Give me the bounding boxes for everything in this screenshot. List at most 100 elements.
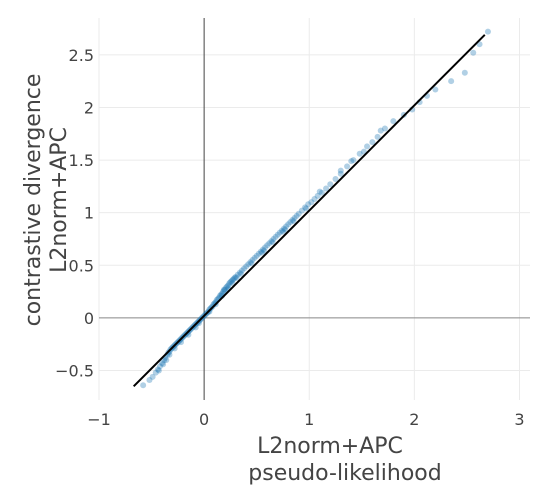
data-point [291,214,298,221]
data-point [432,86,439,93]
data-point [152,369,159,376]
data-point [232,273,239,280]
data-point [160,361,167,368]
data-point [279,228,286,235]
x-tick-label: 3 [514,410,524,429]
data-point [374,133,381,140]
data-point [248,260,255,267]
y-axis-title-line-1: contrastive divergence [21,74,46,327]
zero-lines [99,18,530,400]
data-point [285,221,292,228]
data-point [253,252,260,259]
x-axis-title-line-2: pseudo-likelihood [248,461,441,486]
data-point [220,288,227,295]
data-point [484,28,491,35]
data-point [461,69,468,76]
data-point [247,259,254,266]
data-point [264,242,271,249]
y-tick-label: 0.5 [69,256,94,275]
data-point [470,49,477,56]
data-point [223,284,230,291]
data-point [251,254,258,261]
data-point [154,366,161,373]
data-point [369,139,376,146]
x-tick-labels: −1 0 1 2 3 [87,410,524,429]
y-tick-label: 1 [84,204,94,223]
data-point [231,274,238,281]
data-point [344,163,351,170]
data-point [241,265,248,272]
gridlines [98,18,530,400]
data-point [226,280,233,287]
data-point [337,167,344,174]
data-point [224,283,231,290]
data-point [156,363,163,370]
data-point [140,382,147,389]
data-point [258,249,265,256]
data-point [316,188,323,195]
data-point [314,192,321,199]
x-tick-label: 0 [199,410,209,429]
data-point [270,235,277,242]
data-point [159,360,166,367]
x-tick-label: 1 [304,410,314,429]
data-point [233,274,240,281]
data-point [381,125,388,132]
data-point [222,286,229,293]
data-point [283,223,290,230]
data-point [227,279,234,286]
data-point [269,239,276,246]
data-point [221,286,228,293]
data-point [225,282,232,289]
data-point [278,227,285,234]
y-tick-label: 0 [84,309,94,328]
data-point [245,261,252,268]
data-point [289,217,296,224]
data-point [302,204,309,211]
x-tick-label: 2 [409,410,419,429]
data-points [140,28,491,389]
data-point [276,229,283,236]
data-point [262,244,269,251]
data-point [237,270,244,277]
data-point [238,267,245,274]
data-point [255,250,262,257]
data-point [272,233,279,240]
x-tick-label: −1 [87,410,111,429]
y-tick-label: 2 [84,98,94,117]
y-tick-label: −0.5 [55,362,94,381]
data-point [290,218,297,225]
data-point [356,150,363,157]
data-point [448,78,455,85]
data-point [228,278,235,285]
data-point [259,246,266,253]
data-point [305,201,312,208]
data-point [243,263,250,270]
data-point [266,240,273,247]
data-point [268,238,275,245]
data-point [282,226,289,233]
data-point [390,118,397,125]
data-point [230,275,237,282]
data-point [281,225,288,232]
data-point [293,212,300,219]
data-point [234,271,241,278]
data-point [295,210,302,217]
data-point [249,257,256,264]
y-tick-labels: −0.5 0 0.5 1 1.5 2 2.5 [55,46,94,381]
data-point [318,189,325,196]
data-point [257,248,264,255]
data-point [236,269,243,276]
data-point [287,219,294,226]
y-tick-label: 2.5 [69,46,94,65]
y-tick-label: 1.5 [69,151,94,170]
data-point [221,287,228,294]
data-point [149,373,156,380]
data-point [327,181,334,188]
data-point [261,247,268,254]
data-point [146,377,153,384]
reference-line [132,34,486,388]
data-point [229,277,236,284]
data-point [337,170,344,177]
